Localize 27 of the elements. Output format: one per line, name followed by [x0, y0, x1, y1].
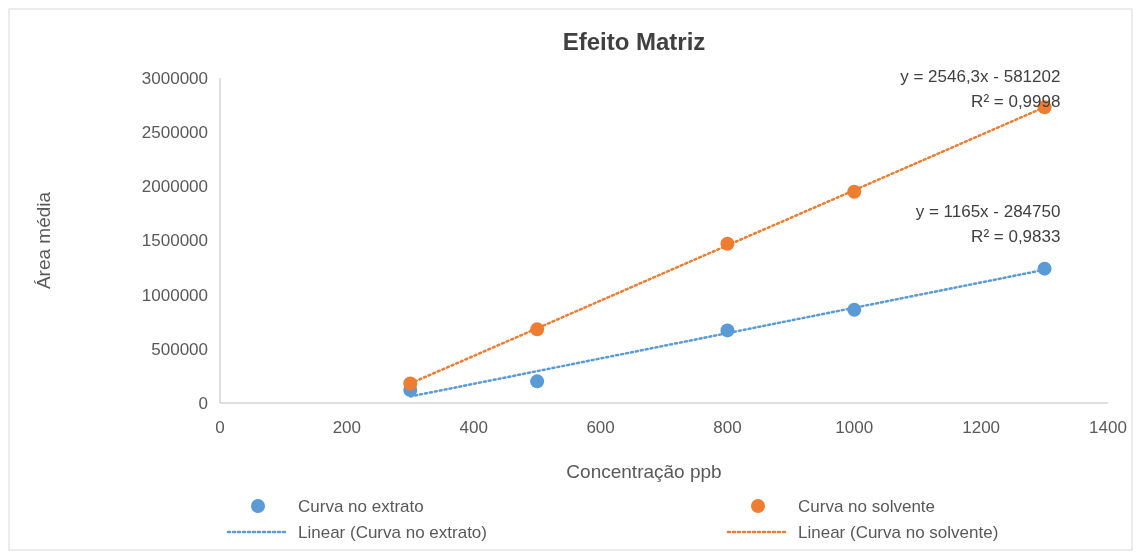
annotation: y = 2546,3x - 581202 [900, 67, 1061, 87]
x-tick-label: 600 [586, 418, 615, 437]
x-tick-label: 800 [713, 418, 742, 437]
legend-label: Curva no solvente [798, 496, 936, 516]
y-tick-label: 1500000 [141, 231, 208, 251]
legend-label: Linear (Curva no extrato) [298, 522, 487, 542]
x-tick-label: 1200 [962, 418, 1001, 437]
y-axis-title: Área média [33, 191, 54, 290]
y-tick-label: 1000000 [141, 285, 208, 305]
y-tick-label: 2000000 [141, 177, 208, 197]
point [530, 374, 545, 389]
y-tick-label: 2500000 [141, 123, 208, 143]
y-tick-label: 500000 [151, 339, 208, 359]
y-tick-label: 0 [198, 393, 208, 413]
x-tick-label: 0 [215, 418, 225, 437]
x-axis-title: Concentração ppb [566, 461, 722, 482]
x-tick-label: 1400 [1089, 418, 1127, 437]
annotation: R² = 0,9833 [971, 226, 1061, 246]
x-tick-label: 200 [332, 418, 362, 437]
chart-title: Efeito Matriz [562, 28, 706, 55]
x-tick-label: 400 [459, 418, 488, 437]
legend-label: Linear (Curva no solvente) [798, 522, 999, 542]
x-tick-label: 1000 [835, 418, 874, 437]
y-tick-label: 3000000 [141, 68, 208, 88]
annotation: y = 1165x - 284750 [915, 201, 1061, 221]
annotation: R² = 0,9998 [971, 92, 1061, 112]
legend-label: Curva no extrato [298, 496, 424, 516]
